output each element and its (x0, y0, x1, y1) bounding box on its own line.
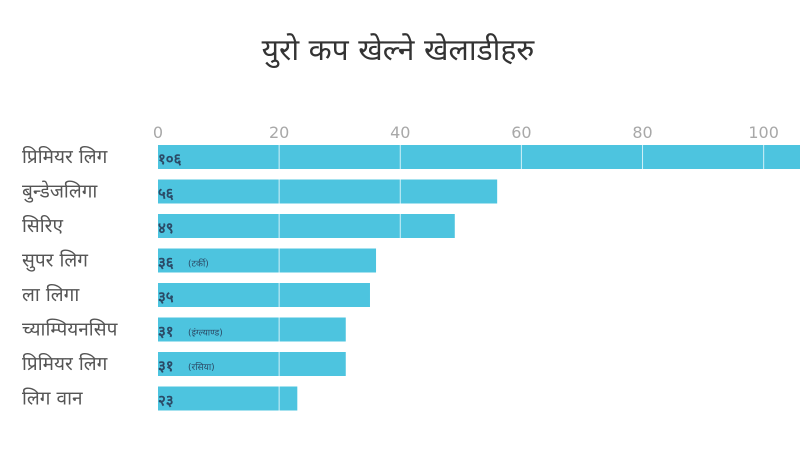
category-label: बुन्डेजलिगा (22, 180, 98, 204)
category-label: प्रिमियर लिग (22, 352, 108, 375)
data-label: ३१ (158, 323, 174, 341)
data-label-note: (टर्की) (188, 258, 209, 270)
data-label: २३ (158, 392, 174, 410)
category-label: च्याम्पियनसिप (22, 318, 119, 341)
bar (158, 283, 370, 307)
category-labels: प्रिमियर लिग बुन्डेजलिगा सिरिए सुपर लिग ला ल… (22, 145, 119, 410)
x-tick-label: 0 (153, 123, 163, 142)
data-label-note: (रसिया) (188, 361, 215, 373)
x-tick-label: 100 (748, 123, 779, 142)
bars (158, 145, 800, 411)
x-tick-label: 60 (511, 123, 531, 142)
bar (158, 387, 297, 411)
data-label: ३१ (158, 357, 174, 375)
data-label: ५६ (158, 185, 174, 203)
data-label: १०६ (158, 150, 182, 168)
category-label: सुपर लिग (22, 249, 88, 273)
data-label: ३५ (158, 288, 174, 306)
category-label: प्रिमियर लिग (22, 145, 108, 168)
bar (158, 352, 346, 376)
bar (158, 318, 346, 342)
category-label: लिग वान (22, 387, 83, 410)
data-label: ४९ (158, 219, 174, 237)
data-label: ३६ (158, 254, 174, 272)
category-label: ला लिगा (22, 283, 80, 306)
data-label-note: (इंग्ल्याण्ड) (188, 328, 223, 339)
bar (158, 180, 497, 204)
bar (158, 214, 455, 238)
bar (158, 145, 800, 169)
x-axis-ticks: 0 20 40 60 80 100 (153, 123, 779, 142)
x-tick-label: 80 (632, 123, 652, 142)
x-tick-label: 40 (390, 123, 410, 142)
category-label: सिरिए (22, 214, 63, 237)
chart-title: युरो कप खेल्ने खेलाडीहरु (262, 33, 536, 69)
x-tick-label: 20 (269, 123, 289, 142)
